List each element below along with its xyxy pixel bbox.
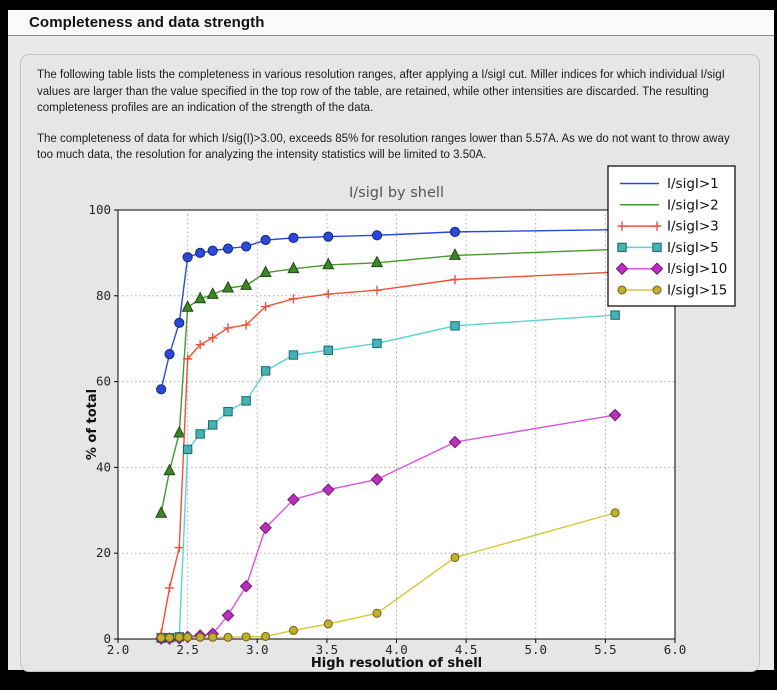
intro-paragraph: The following table lists the completene…	[37, 69, 725, 114]
conclusion-paragraph: The completeness of data for which I/sig…	[37, 132, 730, 162]
header-strip: Completeness and data strength	[8, 10, 774, 36]
page-title: Completeness and data strength	[29, 14, 265, 31]
content-panel: The following table lists the completene…	[20, 54, 760, 672]
page-background: Completeness and data strength The follo…	[8, 10, 774, 672]
